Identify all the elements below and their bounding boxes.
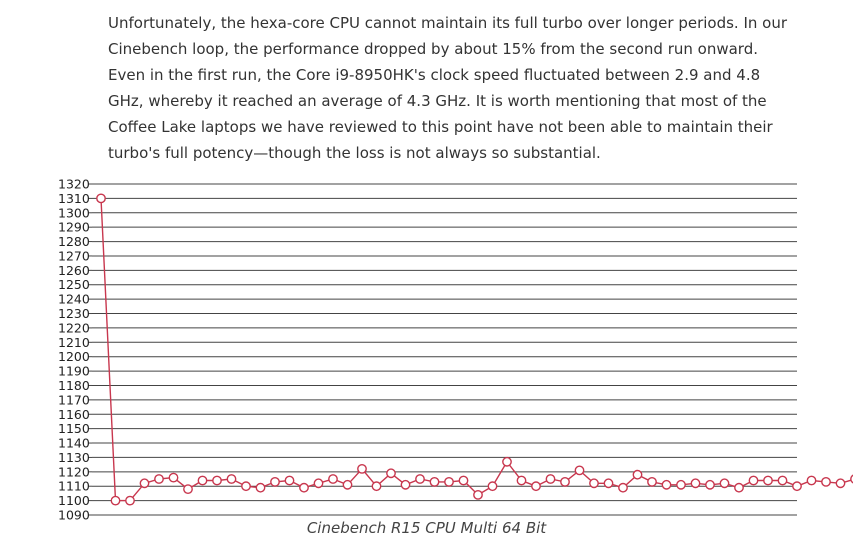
article-line: Unfortunately, the hexa-core CPU cannot … (108, 14, 788, 32)
data-point (763, 475, 773, 486)
data-point (647, 476, 657, 487)
y-tick-label: 1190 (58, 364, 90, 379)
data-point (400, 479, 411, 490)
article-line: Even in the first run, the Core i9-8950H… (108, 66, 761, 84)
article-line: Coffee Lake laptops we have reviewed to … (108, 118, 773, 136)
data-point (342, 479, 353, 490)
data-point (284, 475, 295, 486)
y-tick-label: 1140 (58, 436, 90, 451)
data-point (255, 482, 266, 493)
y-tick-label: 1150 (58, 421, 90, 436)
y-tick-label: 1260 (58, 263, 90, 278)
data-point (661, 479, 672, 490)
y-tick-label: 1220 (58, 320, 90, 335)
y-tick-label: 1210 (58, 335, 90, 350)
y-tick-label: 1270 (58, 248, 90, 263)
data-point (371, 481, 382, 492)
data-point (719, 478, 730, 489)
data-point (96, 193, 106, 204)
y-tick-label: 1120 (58, 464, 90, 479)
data-point (603, 478, 614, 489)
data-point (386, 468, 396, 479)
data-point (705, 479, 715, 490)
data-point (183, 484, 193, 494)
data-point (777, 475, 788, 486)
data-point (139, 478, 150, 489)
y-tick-label: 1230 (58, 306, 90, 321)
y-tick-label: 1250 (58, 277, 90, 292)
y-tick-label: 1160 (58, 407, 90, 422)
data-point (328, 474, 338, 484)
y-tick-label: 1100 (58, 493, 90, 508)
data-point (154, 474, 164, 484)
data-point (299, 482, 309, 493)
data-point (792, 481, 802, 492)
data-point (444, 476, 454, 487)
y-tick-label: 1310 (58, 191, 90, 206)
data-point (850, 474, 853, 484)
data-point (487, 481, 498, 492)
y-tick-label: 1170 (58, 392, 90, 407)
data-point (676, 479, 686, 490)
data-point (806, 475, 817, 486)
data-point (458, 475, 469, 486)
y-tick-label: 1200 (58, 349, 90, 364)
data-point (212, 475, 222, 486)
y-tick-label: 1290 (58, 220, 90, 235)
article-paragraph: Unfortunately, the hexa-core CPU cannot … (108, 10, 788, 166)
data-point (241, 481, 251, 492)
chart-caption: Cinebench R15 CPU Multi 64 Bit (306, 519, 547, 537)
data-point (560, 476, 570, 487)
y-tick-label: 1240 (58, 292, 90, 307)
data-point (168, 472, 179, 483)
data-point (313, 478, 324, 489)
article-line: Cinebench loop, the performance dropped … (108, 40, 758, 58)
data-point (632, 469, 643, 480)
data-point (429, 476, 440, 487)
data-point (835, 478, 846, 489)
y-tick-label: 1090 (58, 508, 90, 523)
data-point (270, 476, 280, 487)
article-line: GHz, whereby it reached an average of 4.… (108, 92, 767, 110)
data-point (415, 474, 425, 484)
article-line: turbo's full potency—though the loss is … (108, 144, 601, 162)
series-line (100, 198, 853, 502)
y-tick-label: 1300 (58, 205, 90, 220)
data-point (574, 465, 585, 476)
y-tick-label: 1180 (58, 378, 90, 393)
data-point (473, 489, 483, 500)
data-point (690, 478, 701, 489)
data-point (821, 476, 831, 487)
y-tick-label: 1130 (58, 450, 90, 465)
data-point (734, 482, 744, 493)
data-point (516, 475, 527, 486)
y-tick-label: 1110 (58, 479, 90, 494)
data-point (226, 474, 237, 484)
y-tick-label: 1320 (58, 177, 90, 192)
data-point (589, 478, 599, 489)
data-point (531, 481, 541, 492)
data-point (357, 463, 367, 474)
data-point (748, 475, 759, 486)
data-point (502, 456, 512, 467)
data-point (125, 495, 135, 506)
data-point (545, 474, 556, 484)
data-point (197, 475, 208, 486)
y-tick-label: 1280 (58, 234, 90, 249)
data-point (110, 495, 121, 506)
data-point (618, 482, 628, 493)
